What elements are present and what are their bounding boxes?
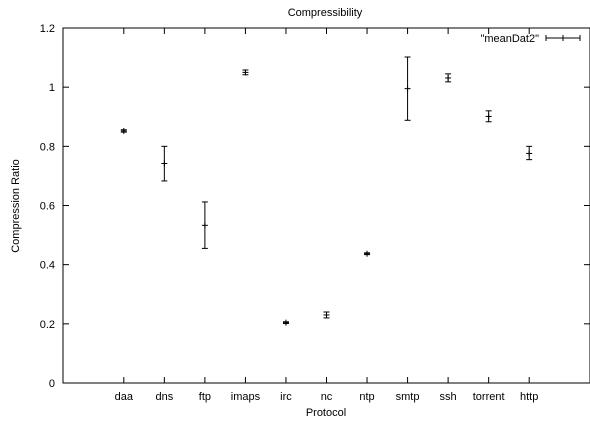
x-tick-label-http: http <box>520 391 538 403</box>
error-bar-irc <box>282 319 289 326</box>
x-tick-label-nc: nc <box>321 391 333 403</box>
error-bar-smtp <box>404 56 411 121</box>
y-axis: 0 0.2 0.4 0.6 0.8 1 1.2 <box>40 23 590 390</box>
x-axis-label: Protocol <box>306 407 346 419</box>
x-tick-label-ntp: ntp <box>359 391 374 403</box>
y-tick-label: 1 <box>49 82 55 94</box>
error-bar-ssh <box>445 73 452 83</box>
x-tick-label-ftp: ftp <box>199 391 211 403</box>
x-axis: daa dns ftp imaps irc nc ntp smtp ssh torrent http <box>115 28 538 403</box>
error-bar-dns <box>161 145 168 182</box>
y-tick-label: 0 <box>49 378 55 390</box>
chart-title: Compressibility <box>288 7 363 19</box>
legend: "meanDat2" <box>480 33 581 45</box>
error-bar-http <box>526 145 533 161</box>
x-tick-label-imaps: imaps <box>231 391 261 403</box>
y-axis-label: Compression Ratio <box>10 159 22 253</box>
error-bar-daa <box>120 127 127 134</box>
error-bar-ftp <box>201 201 208 249</box>
plot-area <box>120 56 533 326</box>
error-bar-ntp <box>364 250 371 257</box>
y-tick-label: 0.8 <box>40 141 55 153</box>
x-tick-label-torrent: torrent <box>473 391 505 403</box>
x-tick-label-ssh: ssh <box>440 391 457 403</box>
x-tick-label-dns: dns <box>155 391 173 403</box>
legend-label: "meanDat2" <box>480 33 539 45</box>
y-tick-label: 0.6 <box>40 201 55 213</box>
error-bar-torrent <box>485 110 492 123</box>
y-tick-label: 1.2 <box>40 23 55 35</box>
error-bar-nc <box>323 311 330 319</box>
plot-frame <box>62 27 590 384</box>
x-tick-label-smtp: smtp <box>396 391 420 403</box>
x-tick-label-daa: daa <box>115 391 134 403</box>
y-tick-label: 0.4 <box>40 260 55 272</box>
x-tick-label-irc: irc <box>280 391 292 403</box>
error-bar-imaps <box>242 69 249 76</box>
y-tick-label: 0.2 <box>40 319 55 331</box>
